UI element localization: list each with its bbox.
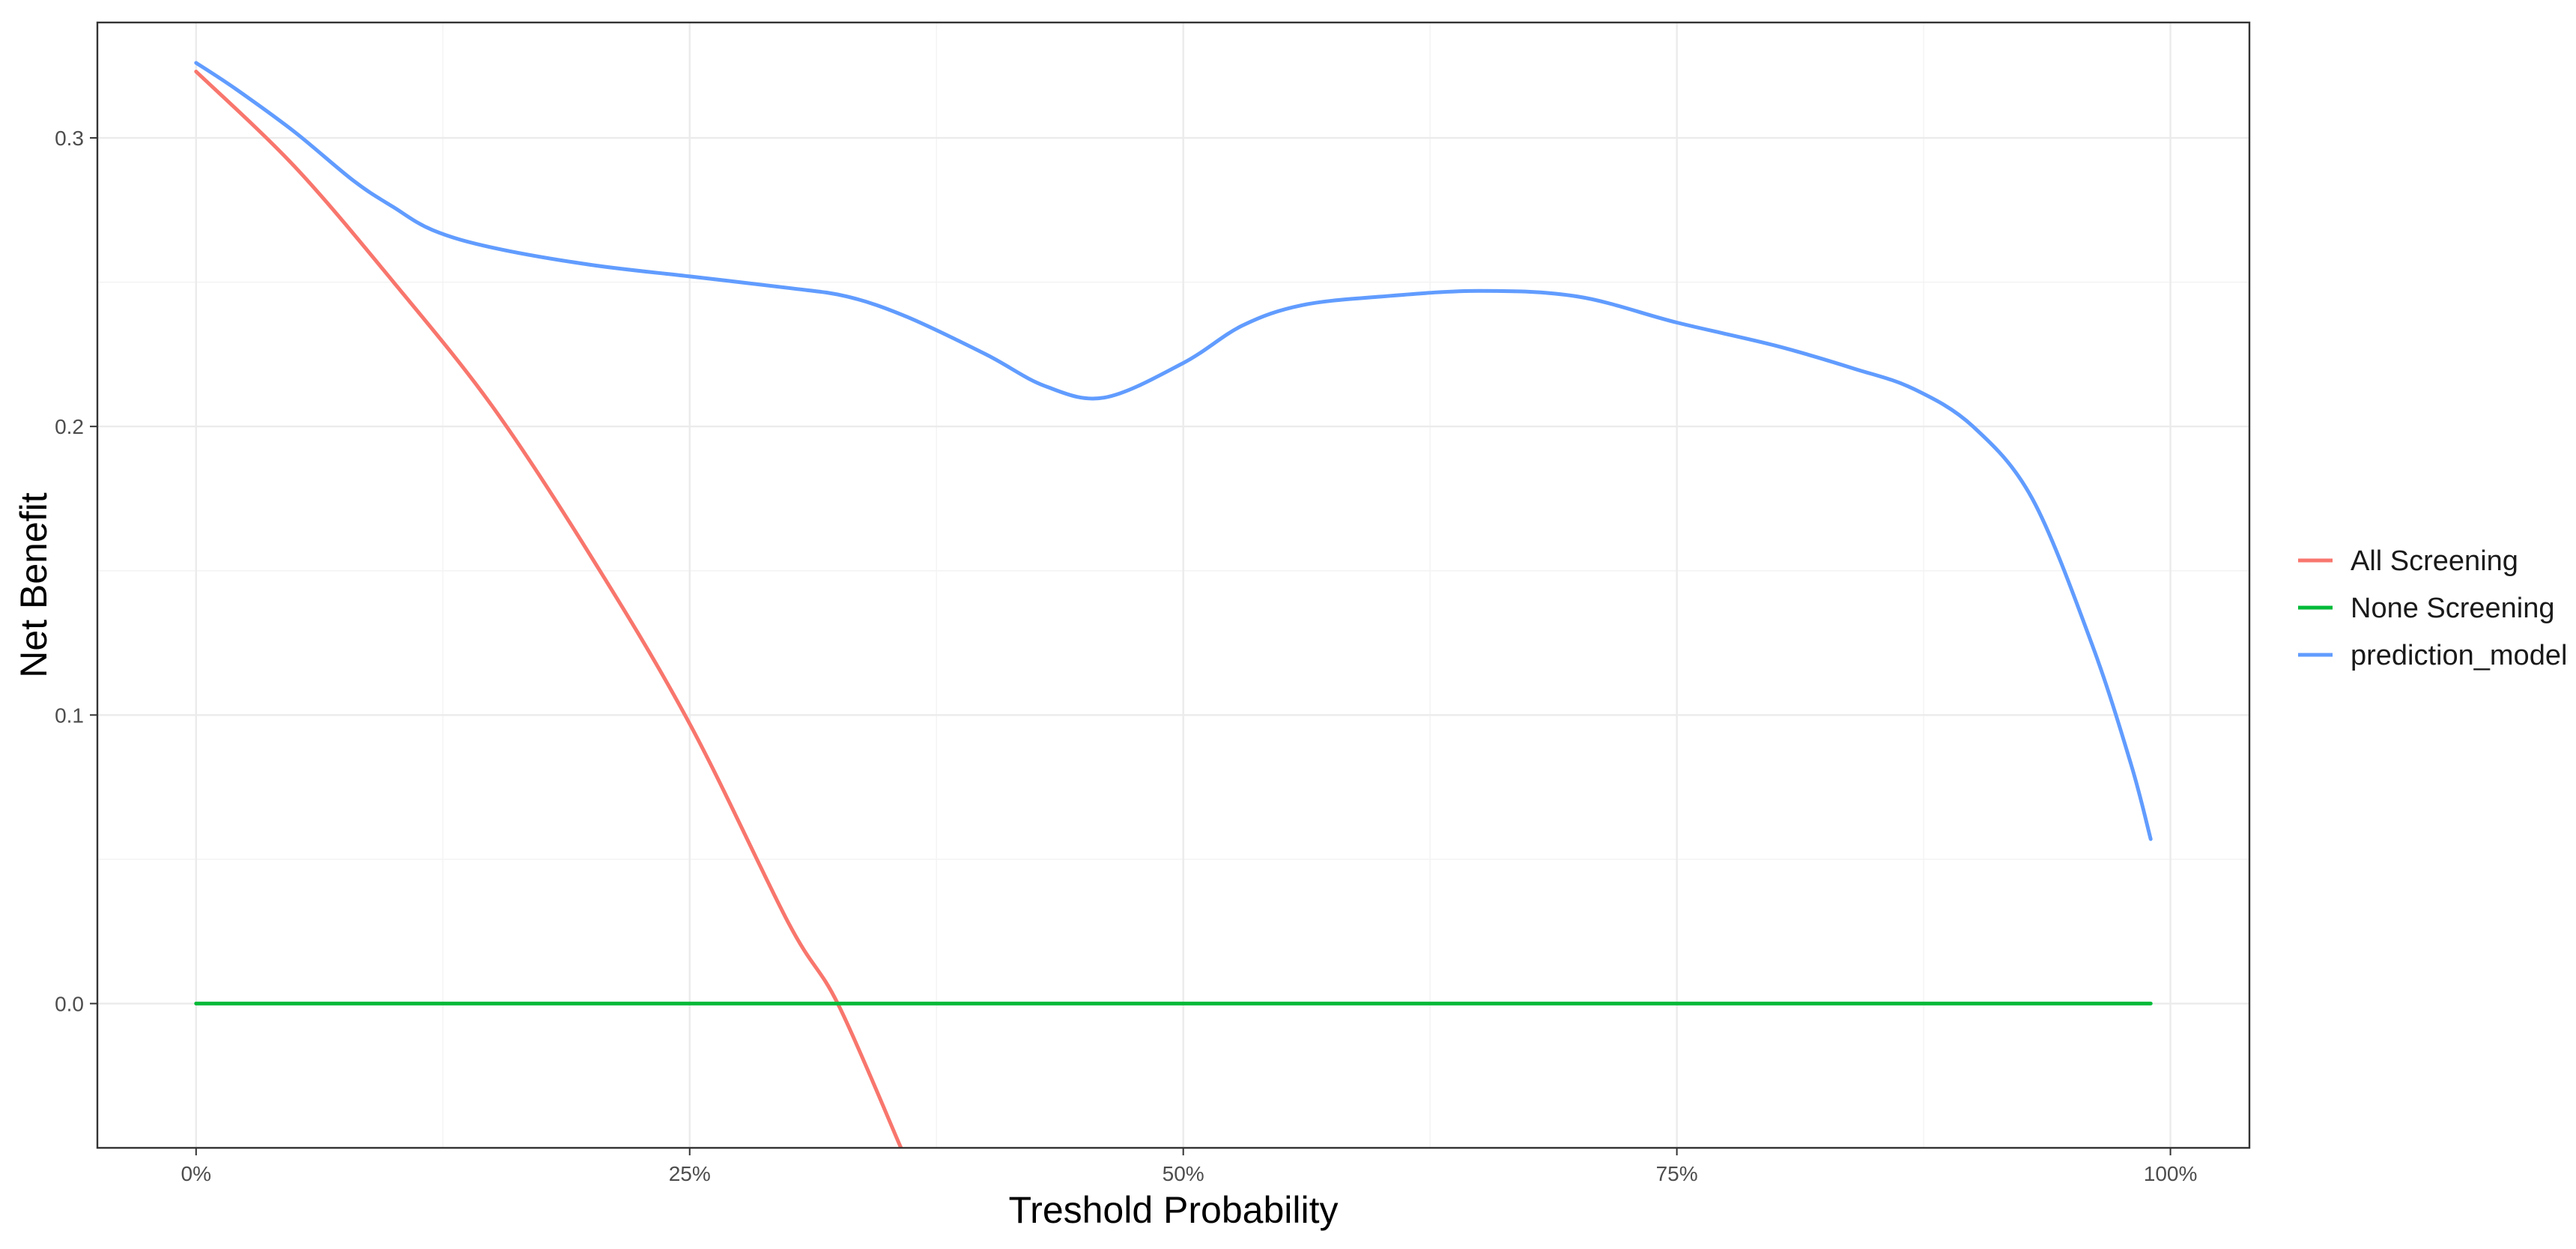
y-axis-title: Net Benefit [13,492,55,677]
x-tick-label: 75% [1656,1162,1698,1185]
x-tick-label: 50% [1163,1162,1204,1185]
y-tick-label: 0.3 [55,127,84,150]
x-axis-title: Treshold Probability [1008,1189,1338,1231]
x-tick-label: 0% [181,1162,211,1185]
y-tick-label: 0.1 [55,704,84,727]
series-line-prediction-model [194,61,2153,841]
x-tick-label: 100% [2144,1162,2198,1185]
legend-label: All Screening [2351,545,2518,577]
y-tick-label: 0.0 [55,992,84,1015]
series-line-all-screening [194,70,903,1148]
legend: All Screening None Screening prediction_mo… [2298,545,2567,671]
y-tick-label: 0.2 [55,415,84,438]
axis-ticks: 0% 25% 50% 75% 100% 0.0 0.1 0.2 0.3 [55,127,2197,1185]
legend-label: prediction_model [2351,640,2567,671]
legend-label: None Screening [2351,593,2555,624]
plot-panel-border [96,21,2251,1149]
x-tick-label: 25% [669,1162,711,1185]
series-lines [194,61,2153,1148]
